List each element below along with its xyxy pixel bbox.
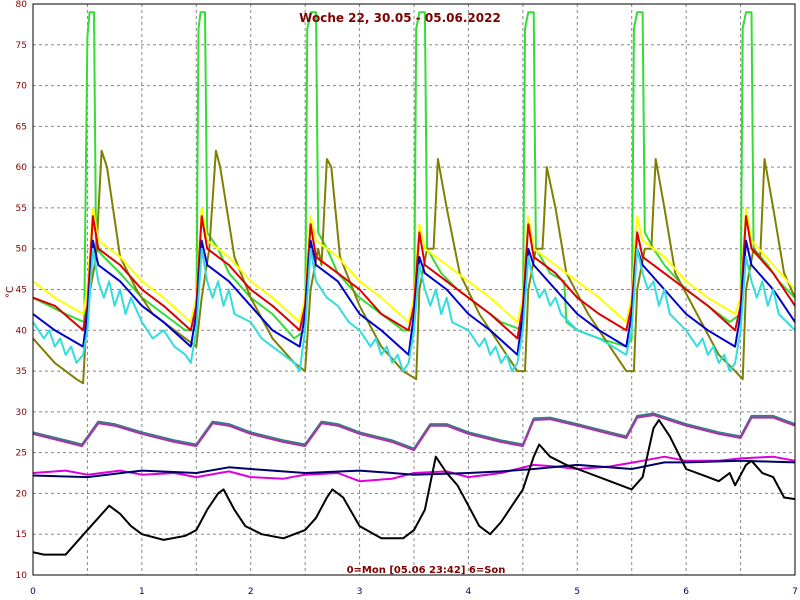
series-line-cyan bbox=[32, 247, 796, 373]
chart-footer: 0=Mon [05.06 23:42] 6=Son bbox=[347, 565, 506, 576]
series-line-navy bbox=[32, 459, 796, 479]
y-tick-label: 45 bbox=[16, 286, 27, 296]
x-tick-label: 6 bbox=[683, 587, 689, 597]
x-tick-label: 2 bbox=[248, 587, 254, 597]
y-tick-label: 20 bbox=[16, 489, 28, 499]
series-line-olive bbox=[32, 149, 796, 385]
series-line-blue bbox=[32, 239, 796, 356]
series-line-violet bbox=[32, 414, 796, 452]
x-tick-label: 1 bbox=[139, 587, 145, 597]
y-tick-label: 55 bbox=[16, 204, 27, 214]
y-tick-label: 75 bbox=[16, 41, 27, 51]
y-tick-label: 70 bbox=[16, 82, 28, 92]
y-tick-label: 25 bbox=[16, 449, 27, 459]
y-tick-label: 30 bbox=[16, 408, 28, 418]
series-line-magenta bbox=[32, 455, 796, 483]
x-tick-label: 4 bbox=[466, 587, 472, 597]
y-tick-label: 50 bbox=[16, 245, 28, 255]
y-tick-label: 40 bbox=[16, 326, 28, 336]
y-tick-label: 15 bbox=[16, 530, 27, 540]
y-tick-label: 10 bbox=[16, 571, 28, 581]
series-line-red bbox=[32, 215, 796, 340]
x-tick-label: 7 bbox=[792, 587, 798, 597]
series-layer bbox=[32, 11, 796, 556]
y-tick-label: 65 bbox=[16, 122, 27, 132]
y-tick-label: 60 bbox=[16, 163, 28, 173]
x-tick-label: 3 bbox=[357, 587, 363, 597]
y-tick-label: 35 bbox=[16, 367, 27, 377]
chart-title: Woche 22, 30.05 - 05.06.2022 bbox=[299, 11, 501, 25]
x-tick-label: 0 bbox=[30, 587, 36, 597]
series-line-black bbox=[32, 419, 796, 556]
y-axis-label: °C bbox=[5, 286, 16, 298]
plot-frame bbox=[32, 3, 796, 576]
y-tick-label: 80 bbox=[16, 0, 28, 10]
x-tick-label: 5 bbox=[574, 587, 580, 597]
